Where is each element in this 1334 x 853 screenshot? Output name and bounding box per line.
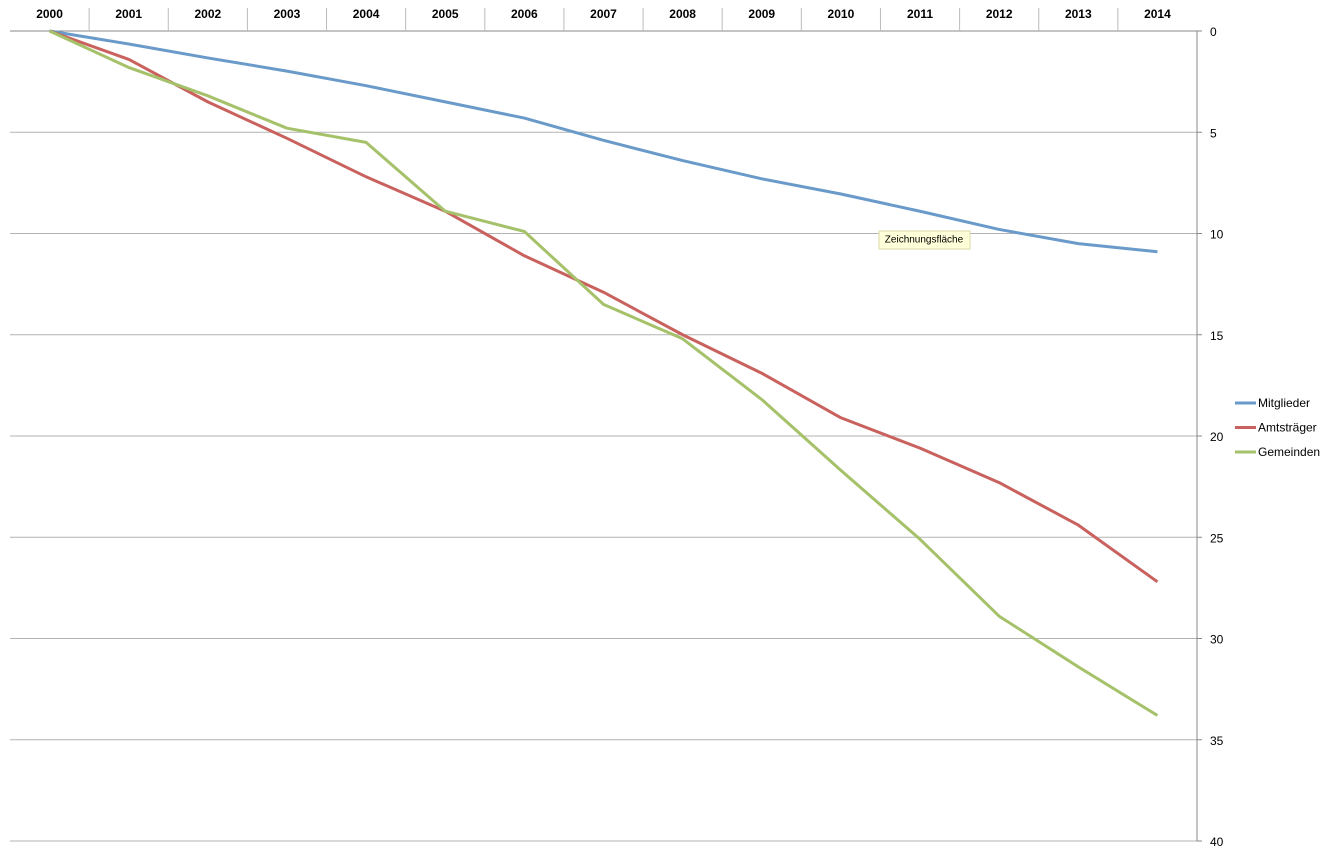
line-series <box>49 29 1159 584</box>
y-tick-label: 15 <box>1210 329 1224 343</box>
x-tick-label: 2007 <box>590 7 617 21</box>
x-tick-label: 2014 <box>1144 7 1171 21</box>
x-tick-label: 2008 <box>669 7 696 21</box>
tooltip-box <box>878 230 971 250</box>
y-tick-label: 20 <box>1210 430 1224 444</box>
plot: 0 5 10 15 20 25 30 35 40 2000 2001 2002 2003 2004 2005… <box>10 7 1320 849</box>
y-tick-label: 10 <box>1210 228 1224 242</box>
x-tick-label: 2004 <box>353 7 380 21</box>
line-series <box>49 29 1158 254</box>
x-tick-label: 2006 <box>511 7 538 21</box>
y-tick-label: 25 <box>1210 531 1224 545</box>
legend-label: Gemeinden <box>1258 445 1320 459</box>
x-tick-label: 2000 <box>36 7 63 21</box>
x-tick-label: 2010 <box>828 7 855 21</box>
y-tick-label: 0 <box>1210 25 1217 39</box>
x-tick-label: 2005 <box>432 7 459 21</box>
x-tick-label: 2011 <box>907 7 933 21</box>
tooltip-text: Zeichnungsfläche <box>885 235 964 246</box>
y-tick-label: 40 <box>1210 835 1224 849</box>
y-tick-label: 5 <box>1210 126 1217 140</box>
x-tick-label: 2009 <box>748 7 775 21</box>
x-tick-label: 2013 <box>1065 7 1092 21</box>
line-series <box>48 29 1159 717</box>
legend-label: Mitglieder <box>1258 396 1310 410</box>
x-tick-label: 2003 <box>274 7 301 21</box>
legend-label: Amtsträger <box>1258 421 1317 435</box>
x-tick-label: 2001 <box>115 7 142 21</box>
x-tick-label: 2002 <box>194 7 221 21</box>
y-tick-label: 30 <box>1210 633 1224 647</box>
y-tick-label: 35 <box>1210 734 1224 748</box>
x-tick-label: 2012 <box>986 7 1013 21</box>
